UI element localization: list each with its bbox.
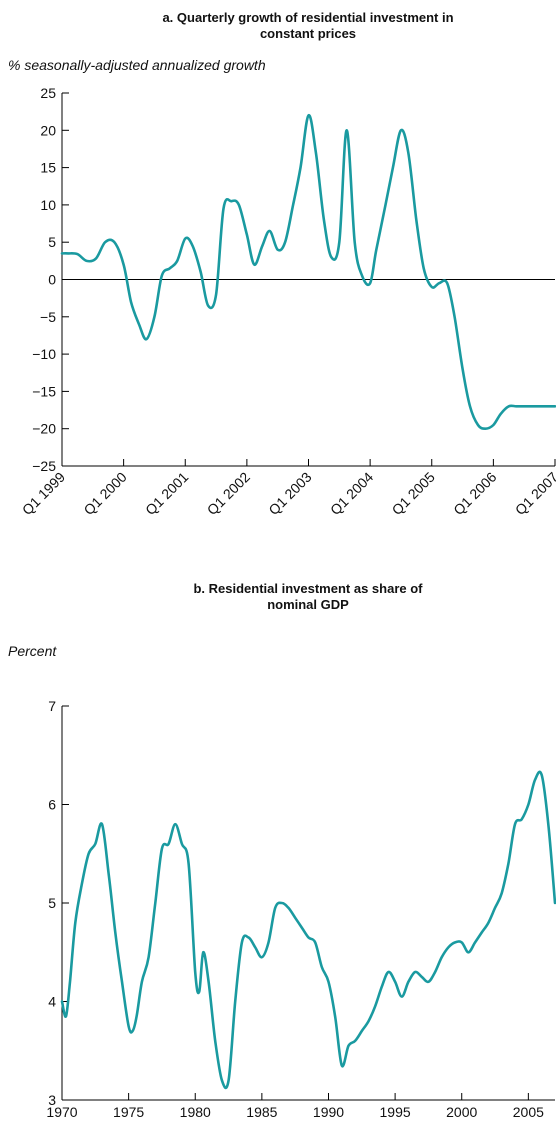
chart-b-y-tick-label: 4 [48,994,56,1010]
chart-b-x-tick-label: 2000 [446,1104,477,1120]
chart-a-title-line-2: constant prices [259,26,357,41]
chart-b-x-tick-label: 1990 [313,1104,344,1120]
chart-a-y-tick-label: −15 [32,383,56,399]
chart-b-title-line-1: b. Residential investment as share of [193,581,423,596]
chart-a-y-tick-label: 20 [40,122,56,138]
chart-a-y-tick-label: 10 [40,197,56,213]
chart-b-x-tick-label: 2005 [513,1104,544,1120]
chart-a-title-line-1: a. Quarterly growth of residential inves… [162,10,454,25]
chart-a-y-tick-label: −10 [32,346,56,362]
chart-a-y-tick-label: 5 [48,234,56,250]
chart-b-y-tick-label: 5 [48,895,56,911]
chart-a-y-tick-label: −25 [32,458,56,474]
chart-a-series-line [60,114,556,430]
chart-b-x-tick-label: 1985 [246,1104,277,1120]
chart-a-y-axis-label: % seasonally-adjusted annualized growth [8,57,266,73]
chart-b-title: b. Residential investment as share of no… [60,581,556,613]
chart-b-y-axis-label: Percent [8,643,57,659]
chart-a-title: a. Quarterly growth of residential inves… [60,10,556,42]
chart-a-y-tick-label: 0 [48,272,56,288]
chart-a-y-tick-label: 25 [40,85,56,101]
chart-b-y-tick-label: 6 [48,797,56,813]
chart-b-series-line [60,770,556,1090]
chart-a-y-tick-label: −5 [40,309,56,325]
chart-b-x-tick-label: 1980 [180,1104,211,1120]
chart-b-y-tick-label: 7 [48,698,56,714]
chart-b-x-tick-label: 1970 [46,1104,77,1120]
chart-a-y-tick-label: −20 [32,421,56,437]
chart-b-x-tick-label: 1995 [380,1104,411,1120]
chart-a-y-tick-label: 15 [40,160,56,176]
chart-b-y-tick-label: 3 [48,1092,56,1108]
chart-b-x-tick-label: 1975 [113,1104,144,1120]
chart-b-title-line-2: nominal GDP [267,597,349,612]
